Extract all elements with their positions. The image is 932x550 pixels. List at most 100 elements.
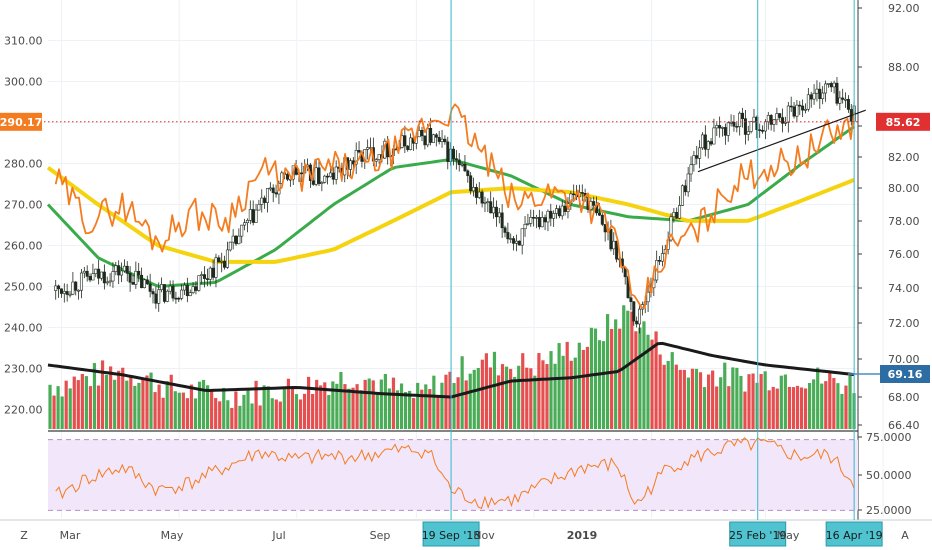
volume-bar-93	[424, 384, 428, 429]
candle-body-36	[157, 289, 161, 304]
volume-bar-58	[282, 388, 286, 429]
candle-body-71	[257, 204, 261, 211]
candle-body-169	[537, 217, 541, 228]
volume-bar-183	[787, 386, 792, 429]
candle-body-69	[251, 209, 255, 223]
candle-body-30	[140, 274, 144, 289]
volume-bar-53	[262, 385, 266, 429]
candle-body-44	[180, 289, 184, 299]
candle-body-76	[271, 187, 275, 193]
osc-axis-tick-1: 50.0000	[866, 469, 912, 482]
volume-bar-133	[585, 346, 589, 429]
volume-bar-177	[763, 371, 767, 429]
volume-bar-80	[371, 380, 375, 429]
volume-bar-45	[230, 407, 234, 429]
candle-body-163	[520, 228, 524, 246]
volume-bar-156	[678, 369, 682, 429]
candle-body-105	[354, 150, 358, 165]
volume-bar-118	[525, 367, 529, 429]
right-axis-tick-5: 78.00	[888, 215, 920, 228]
candle-body-178	[563, 205, 567, 212]
volume-bar-23	[141, 377, 145, 429]
volume-ma-badge	[880, 365, 930, 383]
candle-body-148	[477, 191, 481, 198]
candle-body-215	[669, 216, 673, 241]
candle-body-132	[431, 134, 435, 143]
candle-body-55	[211, 267, 215, 278]
volume-bar-164	[711, 370, 715, 429]
volume-ma-badge-label: 69.16	[888, 368, 923, 381]
volume-bar-135	[593, 328, 598, 429]
corner-label-right: A	[901, 529, 909, 542]
left-axis-tick-0: 310.00	[4, 35, 43, 48]
volume-bar-71	[335, 383, 339, 429]
candle-body-137	[446, 141, 450, 162]
candle-body-11	[85, 270, 89, 277]
candle-body-140	[454, 158, 458, 161]
candle-body-195	[612, 240, 616, 250]
volume-bar-49	[246, 390, 250, 429]
volume-bar-92	[420, 389, 424, 429]
volume-bar-193	[828, 372, 832, 429]
candle-body-228	[706, 141, 710, 150]
volume-bar-101	[456, 377, 460, 429]
volume-bar-3	[60, 396, 64, 429]
markers[interactable]: 19 Sep '18 25 Feb '19 16 Apr '19	[422, 0, 883, 547]
volume-bar-185	[795, 385, 800, 429]
right-axis-tick-9: 70.00	[888, 353, 920, 366]
volume-bar-153	[666, 360, 670, 429]
volume-bar-146	[638, 327, 642, 429]
volume-bar-196	[840, 393, 844, 429]
volume-bar-72	[339, 372, 343, 429]
candle-body-45	[182, 284, 186, 291]
candle-body-151	[486, 201, 490, 203]
candle-body-184	[580, 192, 584, 194]
candle-body-122	[403, 135, 407, 147]
trendline[interactable]	[697, 109, 866, 173]
volume-bar-116	[517, 365, 521, 429]
candle-body-149	[480, 191, 484, 204]
volume-bar-86	[395, 390, 400, 429]
volume-bar-20	[129, 376, 133, 429]
candle-body-181	[572, 193, 576, 196]
volume-bar-39	[205, 385, 210, 429]
candle-body-222	[689, 164, 693, 175]
volume-bar-52	[258, 405, 262, 429]
candle-body-1	[57, 285, 61, 290]
volume-bar-148	[646, 334, 650, 429]
candle-body-48	[191, 286, 195, 293]
candle-body-50	[197, 275, 201, 291]
axes: 310.00300.00290.00280.00270.00260.00250.…	[0, 2, 930, 542]
volume-bar-29	[165, 381, 169, 429]
volume-bar-171	[739, 375, 743, 429]
candle-body-275	[841, 97, 845, 100]
volume-bar-157	[682, 369, 686, 429]
volume-bar-7	[76, 380, 80, 429]
candle-body-256	[786, 105, 790, 123]
candle-body-95	[326, 175, 330, 178]
candle-body-135	[440, 138, 444, 142]
candle-body-216	[672, 212, 676, 218]
candle-body-93	[320, 182, 324, 184]
candle-body-96	[328, 172, 332, 178]
candle-body-240	[741, 112, 745, 119]
candle-body-58	[220, 260, 224, 263]
volume-bar-108	[484, 353, 488, 429]
volume-bar-22	[137, 382, 141, 429]
x-axis-tick-0: Mar	[60, 529, 81, 542]
volume-bar-18	[121, 367, 125, 429]
volume-bar-144	[630, 311, 634, 429]
left-axis-tick-7: 240.00	[4, 322, 43, 335]
left-axis-tick-3: 280.00	[4, 158, 43, 171]
candle-body-218	[678, 205, 682, 219]
candle-body-113	[377, 154, 381, 160]
volume-bar-179	[771, 386, 775, 429]
candle-body-242	[746, 131, 750, 135]
candle-body-254	[781, 117, 785, 124]
candle-body-268	[821, 92, 825, 100]
candle-body-259	[795, 104, 799, 117]
candle-body-90	[311, 180, 315, 185]
candle-body-191	[600, 214, 604, 225]
volume-bar-79	[367, 378, 371, 429]
